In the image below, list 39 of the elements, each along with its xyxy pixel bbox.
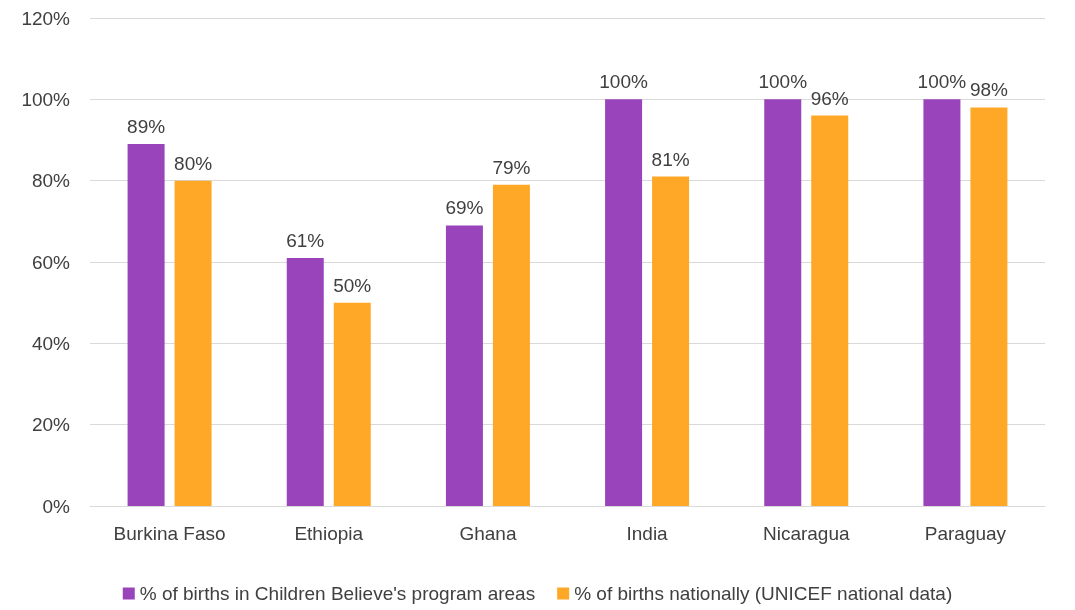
bar	[923, 99, 961, 506]
bar	[970, 107, 1008, 506]
data-label: 80%	[174, 152, 213, 174]
y-tick-label: 0%	[42, 495, 71, 517]
bar	[652, 176, 690, 506]
x-tick-label: Burkina Faso	[113, 523, 226, 544]
y-tick-label: 120%	[21, 7, 71, 29]
legend-label: % of births nationally (UNICEF national data)	[574, 583, 953, 604]
y-tick-label: 60%	[31, 251, 71, 273]
data-label: 81%	[651, 148, 690, 170]
data-label: 89%	[127, 116, 166, 138]
x-tick-label: Nicaragua	[762, 523, 850, 544]
data-label: 100%	[758, 71, 808, 93]
data-label: 96%	[810, 87, 849, 109]
x-tick-label: Ethiopia	[294, 523, 364, 544]
bar	[174, 180, 212, 506]
bar	[127, 144, 165, 506]
data-label: 100%	[599, 71, 648, 93]
data-label: 79%	[492, 156, 531, 178]
y-tick-label: 40%	[31, 332, 71, 354]
x-tick-label: Ghana	[459, 523, 517, 544]
y-tick-label: 100%	[21, 88, 71, 110]
bar	[764, 99, 802, 506]
data-label: 61%	[286, 229, 325, 251]
bar	[286, 257, 324, 506]
bar	[445, 225, 483, 506]
data-label: 50%	[333, 274, 372, 296]
bar	[333, 302, 371, 506]
bar	[492, 184, 530, 506]
bar	[811, 115, 849, 506]
legend-label: % of births in Children Believe's program areas	[139, 583, 536, 604]
x-tick-label: Paraguay	[924, 523, 1007, 544]
x-tick-label: India	[626, 523, 669, 544]
data-label: 98%	[969, 79, 1009, 101]
y-tick-label: 80%	[31, 170, 71, 192]
y-tick-label: 20%	[31, 414, 71, 436]
data-label: 69%	[445, 197, 484, 219]
data-label: 100%	[917, 71, 967, 93]
bar	[605, 99, 643, 506]
